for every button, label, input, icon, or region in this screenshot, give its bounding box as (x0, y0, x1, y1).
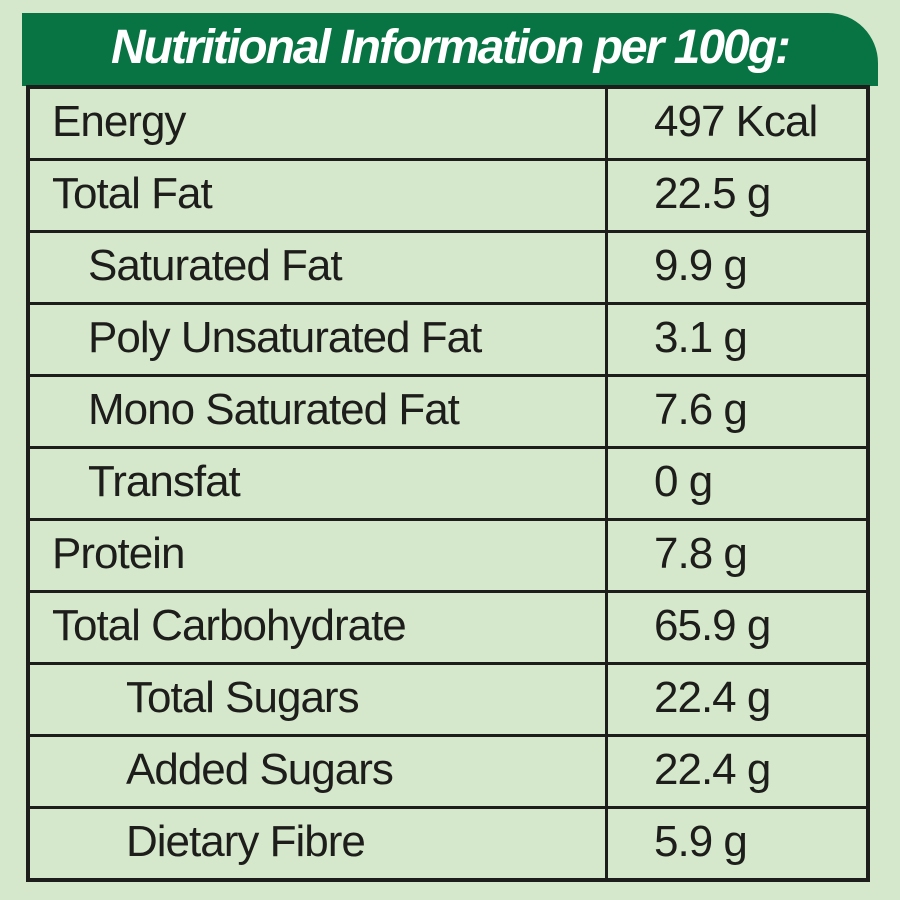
table-row-added-sugars: Added Sugars 22.4 g (30, 734, 866, 806)
page-title: Nutritional Information per 100g: (110, 21, 791, 74)
nutrient-label: Poly Unsaturated Fat (88, 312, 482, 362)
nutrient-value: 65.9 g (605, 593, 866, 662)
table-row-protein: Protein 7.8 g (30, 518, 866, 590)
nutrient-label: Protein (52, 528, 185, 578)
nutrient-value: 7.6 g (605, 377, 866, 446)
table-row-transfat: Transfat 0 g (30, 446, 866, 518)
nutrient-label: Transfat (88, 456, 241, 506)
nutrient-label: Mono Saturated Fat (88, 384, 460, 434)
nutrient-label: Energy (52, 96, 186, 146)
nutrient-label: Dietary Fibre (126, 816, 366, 866)
table-row-total-fat: Total Fat 22.5 g (30, 158, 866, 230)
nutrient-value: 0 g (605, 449, 866, 518)
table-row-mono-saturated-fat: Mono Saturated Fat 7.6 g (30, 374, 866, 446)
nutrient-value: 22.4 g (605, 665, 866, 734)
table-row-total-sugars: Total Sugars 22.4 g (30, 662, 866, 734)
nutrition-table: Energy 497 Kcal Total Fat 22.5 g Saturat… (26, 85, 870, 882)
table-row-energy: Energy 497 Kcal (30, 89, 866, 158)
nutrient-label: Total Carbohydrate (52, 600, 407, 650)
nutrient-value: 22.4 g (605, 737, 866, 806)
nutrient-value: 9.9 g (605, 233, 866, 302)
table-row-dietary-fibre: Dietary Fibre 5.9 g (30, 806, 866, 878)
nutrient-label: Saturated Fat (88, 240, 343, 290)
nutrient-value: 22.5 g (605, 161, 866, 230)
nutrient-value: 7.8 g (605, 521, 866, 590)
nutrient-label: Added Sugars (126, 744, 394, 794)
table-row-saturated-fat: Saturated Fat 9.9 g (30, 230, 866, 302)
nutrient-label: Total Fat (52, 168, 213, 218)
table-row-poly-unsaturated-fat: Poly Unsaturated Fat 3.1 g (30, 302, 866, 374)
header-bar: Nutritional Information per 100g: (22, 13, 878, 86)
nutrient-label: Total Sugars (126, 672, 360, 722)
nutrient-value: 3.1 g (605, 305, 866, 374)
nutrient-value: 497 Kcal (605, 89, 866, 158)
table-row-total-carbohydrate: Total Carbohydrate 65.9 g (30, 590, 866, 662)
nutrient-value: 5.9 g (605, 809, 866, 878)
